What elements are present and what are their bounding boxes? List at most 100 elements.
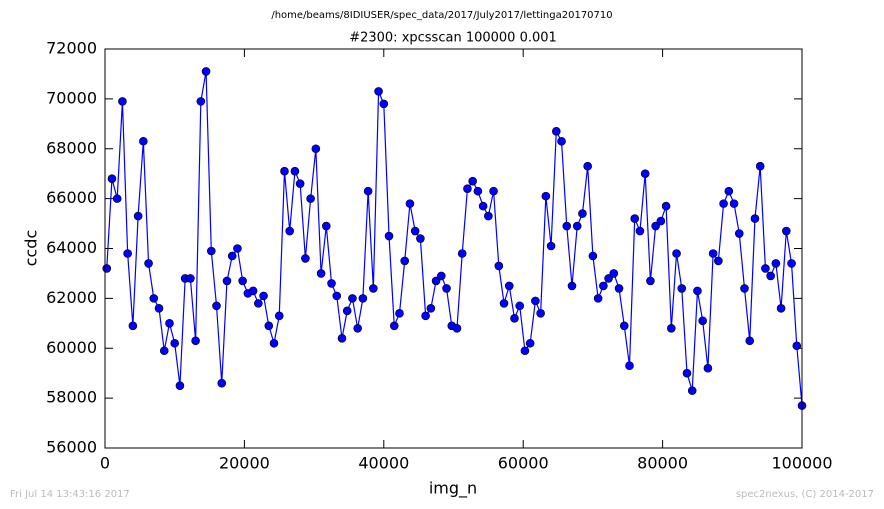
data-point	[489, 186, 498, 196]
data-point	[175, 381, 185, 390]
data-point	[672, 249, 681, 258]
data-point	[656, 216, 666, 226]
chart-title: #2300: xpcsscan 100000 0.001	[349, 31, 557, 46]
data-point	[520, 346, 530, 356]
footer-left: Fri Jul 14 13:43:16 2017	[10, 489, 130, 500]
data-point	[614, 284, 624, 293]
data-point	[259, 291, 268, 301]
data-point	[254, 299, 263, 308]
suptitle: /home/beams/8IDIUSER/spec_data/2017/July…	[271, 10, 612, 21]
data-point	[348, 294, 357, 303]
data-point	[437, 271, 446, 281]
data-point	[593, 294, 603, 303]
data-point	[285, 226, 295, 236]
data-point	[452, 323, 462, 333]
plot-frame	[104, 48, 803, 449]
data-point	[431, 276, 441, 286]
y-tick-label: 72000	[46, 39, 97, 58]
data-point	[248, 286, 258, 296]
footer-right: spec2nexus, (C) 2014-2017	[736, 489, 874, 500]
data-point	[473, 186, 483, 196]
data-point	[201, 67, 211, 76]
data-point	[170, 338, 179, 348]
data-point	[698, 316, 707, 326]
data-point	[724, 186, 734, 196]
data-point	[149, 294, 159, 303]
data-point	[196, 97, 206, 106]
data-point	[400, 256, 410, 266]
data-point	[766, 271, 775, 281]
data-point	[755, 161, 765, 171]
data-point	[321, 221, 331, 231]
data-point	[222, 276, 232, 286]
data-point	[154, 304, 164, 313]
data-point	[693, 286, 702, 296]
data-point	[782, 226, 791, 236]
data-point	[609, 269, 619, 278]
x-axis-label: img_n	[429, 479, 477, 499]
data-point	[572, 221, 582, 231]
data-point	[269, 338, 279, 348]
y-tick-label: 60000	[46, 338, 97, 357]
data-point	[714, 256, 723, 266]
data-point	[625, 361, 634, 371]
data-point	[353, 323, 362, 333]
data-point	[792, 341, 802, 351]
data-point	[332, 291, 342, 301]
data-point	[123, 249, 132, 258]
data-point	[227, 251, 237, 261]
x-tick-label: 20000	[219, 454, 270, 473]
data-point	[421, 311, 430, 321]
data-point	[776, 304, 786, 313]
x-tick-label: 40000	[358, 454, 409, 473]
data-point	[478, 201, 488, 211]
y-tick-label: 58000	[46, 388, 97, 407]
data-point	[630, 214, 640, 223]
x-tick-label: 60000	[498, 454, 549, 473]
data-point	[740, 284, 749, 293]
data-point	[745, 336, 755, 346]
data-point	[118, 97, 127, 106]
data-point	[290, 166, 300, 176]
data-point	[191, 336, 200, 346]
y-tick-label: 62000	[46, 288, 97, 307]
y-tick-label: 64000	[46, 238, 97, 257]
data-point	[274, 311, 284, 321]
data-point	[165, 319, 174, 328]
data-point	[734, 229, 744, 238]
data-point	[588, 251, 598, 261]
data-point	[682, 368, 692, 378]
data-point	[546, 241, 556, 251]
data-point	[635, 226, 645, 236]
data-point	[133, 211, 143, 221]
data-point	[295, 179, 305, 188]
data-point	[217, 378, 227, 388]
data-point	[363, 186, 373, 196]
y-tick-label: 70000	[46, 88, 97, 107]
data-point	[525, 338, 535, 348]
data-point	[139, 136, 148, 146]
data-point	[159, 346, 169, 356]
data-point	[499, 299, 509, 308]
data-point	[337, 333, 347, 343]
data-point	[761, 264, 770, 273]
data-point	[567, 281, 577, 291]
data-point	[750, 214, 760, 223]
data-point	[468, 176, 477, 186]
x-tick-label: 100000	[771, 454, 832, 473]
data-point	[619, 321, 629, 331]
y-tick-label: 56000	[46, 438, 97, 457]
data-point	[646, 276, 655, 286]
data-point	[562, 221, 572, 231]
data-point	[233, 244, 242, 253]
data-point	[186, 274, 195, 283]
data-point	[384, 231, 394, 241]
data-point	[311, 144, 321, 154]
data-point	[604, 274, 613, 283]
data-point	[531, 296, 540, 306]
data-point	[410, 226, 420, 236]
data-point	[206, 246, 216, 256]
data-point	[374, 87, 383, 96]
data-point	[327, 279, 336, 288]
